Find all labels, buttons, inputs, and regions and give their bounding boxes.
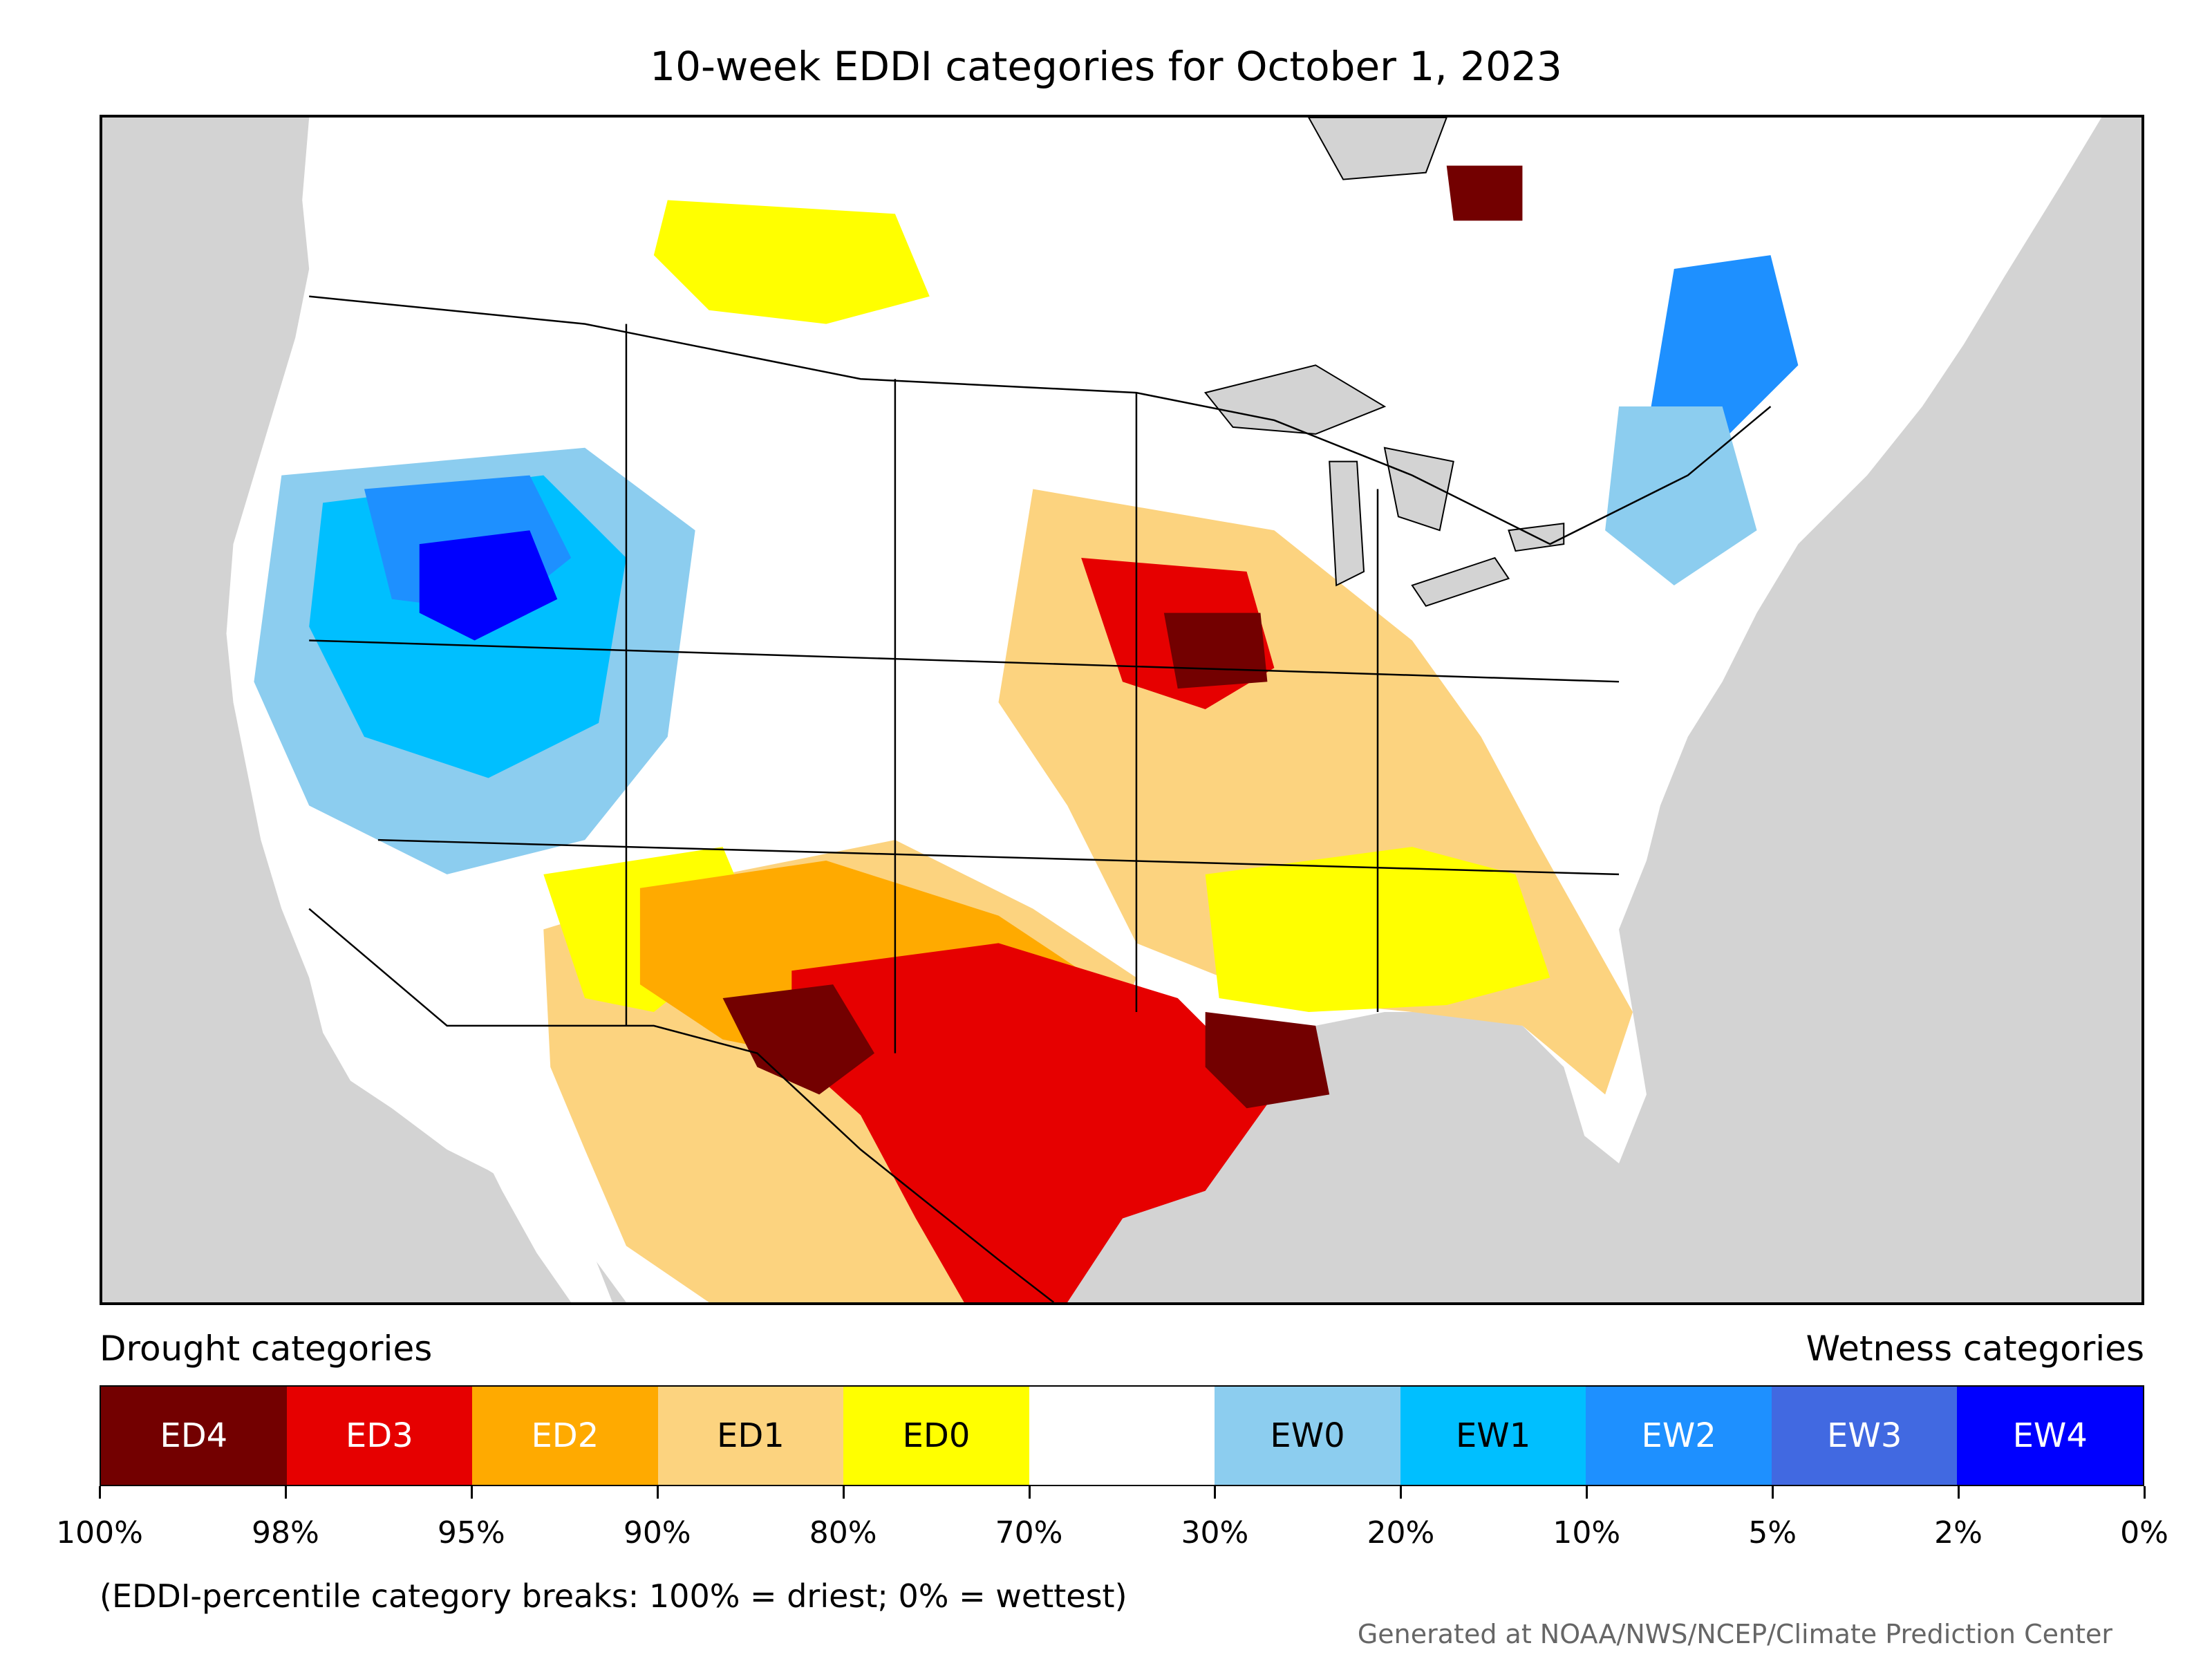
colorbar-tick-label: 30%	[1181, 1515, 1249, 1550]
state-line-6	[377, 838, 1620, 876]
colorbar-tick	[1586, 1486, 1588, 1499]
colorbar-tick-label: 2%	[1934, 1515, 1983, 1550]
colorbar-tick-label: 5%	[1748, 1515, 1797, 1550]
borders	[308, 295, 1772, 1302]
lake-erie	[1411, 556, 1510, 607]
colorbar-tick-label: 98%	[252, 1515, 319, 1550]
great-lakes	[1203, 118, 1565, 607]
us-mexico-border	[308, 908, 1055, 1302]
lake-michigan	[1329, 460, 1365, 587]
colorbar-tick	[284, 1486, 287, 1499]
region-ew2-northeast	[1646, 255, 1799, 448]
colorbar-segment-ew3: EW3	[1771, 1387, 1958, 1485]
lake-superior	[1203, 364, 1387, 435]
region-ed4-texas-nm	[722, 984, 874, 1095]
colorbar-tick	[1958, 1486, 1960, 1499]
hudson-bay-edge	[1308, 118, 1447, 180]
map-title: 10-week EDDI categories for October 1, 2…	[650, 43, 1562, 90]
lake-huron	[1383, 447, 1454, 532]
colorbar-tick	[656, 1486, 659, 1499]
colorbar-tick	[1028, 1486, 1031, 1499]
colorbar-ticks	[99, 1486, 2146, 1500]
colorbar-tick-label: 0%	[2120, 1515, 2168, 1550]
map-canvas	[226, 118, 2102, 1302]
colorbar-segment-ew4: EW4	[1957, 1387, 2144, 1485]
colorbar-tick-label: 80%	[809, 1515, 877, 1550]
colorbar-segment-ew1: EW1	[1400, 1387, 1586, 1485]
colorbar-tick-label: 100%	[56, 1515, 143, 1550]
colorbar-tick	[1400, 1486, 1403, 1499]
colorbar-segment-ew2: EW2	[1586, 1387, 1772, 1485]
category-note: (EDDI-percentile category breaks: 100% =…	[100, 1577, 1127, 1615]
wetness-categories-label: Wetness categories	[1806, 1329, 2144, 1369]
eddi-map	[100, 115, 2144, 1305]
region-ed4-iowa	[1163, 612, 1268, 689]
region-ed0-north	[653, 200, 930, 324]
colorbar-segment-ed0: ED0	[843, 1387, 1029, 1485]
colorbar-tick	[1214, 1486, 1217, 1499]
colorbar-tick-label: 95%	[437, 1515, 505, 1550]
category-colorbar: ED4 ED3 ED2 ED1 ED0 EW0 EW1 EW2 EW3 EW4	[100, 1385, 2144, 1486]
wetness-regions	[254, 255, 1799, 874]
drought-regions	[543, 165, 1633, 1302]
colorbar-tick-label: 90%	[623, 1515, 691, 1550]
colorbar-tick	[470, 1486, 473, 1499]
us-canada-border	[309, 295, 1772, 545]
colorbar-segment-ed1: ED1	[657, 1387, 844, 1485]
colorbar-tick-label: 70%	[995, 1515, 1063, 1550]
region-ed4-ontario	[1446, 165, 1523, 221]
colorbar-tick	[2144, 1486, 2146, 1499]
region-ew4-great-basin	[419, 530, 558, 641]
colorbar-segment-ew0: EW0	[1215, 1387, 1400, 1485]
credit-text: Generated at NOAA/NWS/NCEP/Climate Predi…	[1357, 1619, 2112, 1649]
region-ed3-texas	[791, 943, 1275, 1302]
drought-categories-label: Drought categories	[100, 1329, 433, 1369]
region-ew0-northeast	[1605, 406, 1757, 585]
baja-peninsula	[447, 1067, 612, 1302]
colorbar-tick	[842, 1486, 845, 1499]
state-line-5	[309, 639, 1620, 683]
colorbar-tick-label: 10%	[1553, 1515, 1621, 1550]
colorbar-segment-ed4: ED4	[101, 1387, 287, 1485]
colorbar-segment-ed2: ED2	[472, 1387, 658, 1485]
colorbar-tick	[1772, 1486, 1774, 1499]
colorbar-tick	[99, 1486, 101, 1499]
colorbar-tick-label: 20%	[1367, 1515, 1435, 1550]
region-ed4-louisiana	[1205, 1011, 1330, 1109]
colorbar-segment-normal	[1029, 1387, 1215, 1485]
colorbar-segment-ed3: ED3	[286, 1387, 473, 1485]
